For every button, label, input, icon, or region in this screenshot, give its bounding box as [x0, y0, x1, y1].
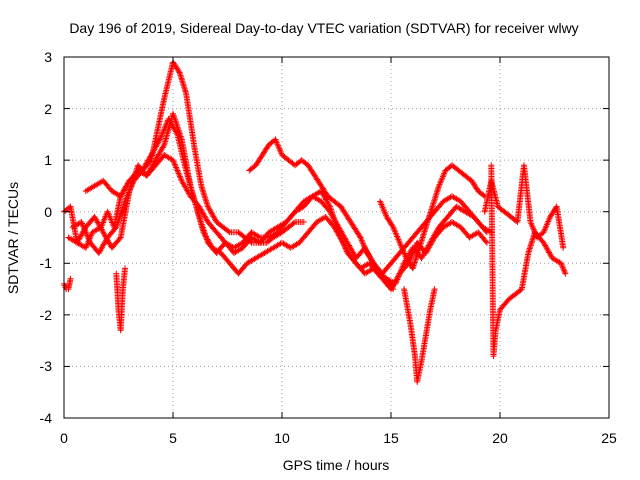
series-track-d — [82, 152, 490, 277]
series-track-c — [65, 110, 490, 293]
plus-markers — [246, 136, 397, 293]
gridlines — [64, 57, 609, 418]
series-track-i — [481, 162, 567, 251]
plus-markers — [488, 162, 569, 360]
series-track-f — [377, 162, 488, 272]
series-track-j — [113, 265, 128, 334]
x-tick-label: 20 — [492, 430, 508, 446]
series-track-g — [401, 286, 438, 385]
y-tick-label: -4 — [40, 410, 53, 426]
tick-marks — [63, 56, 610, 419]
plus-markers — [113, 265, 128, 334]
x-tick-labels: 0 5 10 15 20 25 — [60, 430, 617, 446]
y-tick-label: 0 — [44, 204, 52, 220]
plus-markers — [82, 152, 490, 277]
y-tick-label: -2 — [40, 307, 53, 323]
x-tick-label: 0 — [60, 430, 68, 446]
y-tick-label: -1 — [40, 255, 53, 271]
x-tick-label: 10 — [274, 430, 290, 446]
x-axis-label: GPS time / hours — [283, 457, 390, 473]
series-track-k — [61, 275, 74, 293]
series-track-h — [488, 162, 569, 360]
y-tick-label: 1 — [44, 152, 52, 168]
y-tick-label: 3 — [44, 49, 52, 65]
data-markers — [61, 59, 569, 385]
plus-markers — [401, 286, 438, 385]
chart-title: Day 196 of 2019, Sidereal Day-to-day VTE… — [69, 20, 578, 36]
plus-markers — [65, 110, 490, 293]
plot-frame — [63, 56, 610, 419]
x-tick-label: 25 — [601, 430, 617, 446]
plus-markers — [481, 162, 567, 251]
x-tick-label: 15 — [383, 430, 399, 446]
plus-markers — [377, 162, 488, 272]
plus-markers — [61, 275, 74, 293]
y-axis-label: SDTVAR / TECUs — [5, 182, 21, 294]
series-track-e — [246, 136, 397, 293]
y-tick-labels: 3 2 1 0 -1 -2 -3 -4 — [40, 49, 53, 426]
y-tick-label: -3 — [40, 358, 53, 374]
x-tick-label: 5 — [169, 430, 177, 446]
y-tick-label: 2 — [44, 101, 52, 117]
